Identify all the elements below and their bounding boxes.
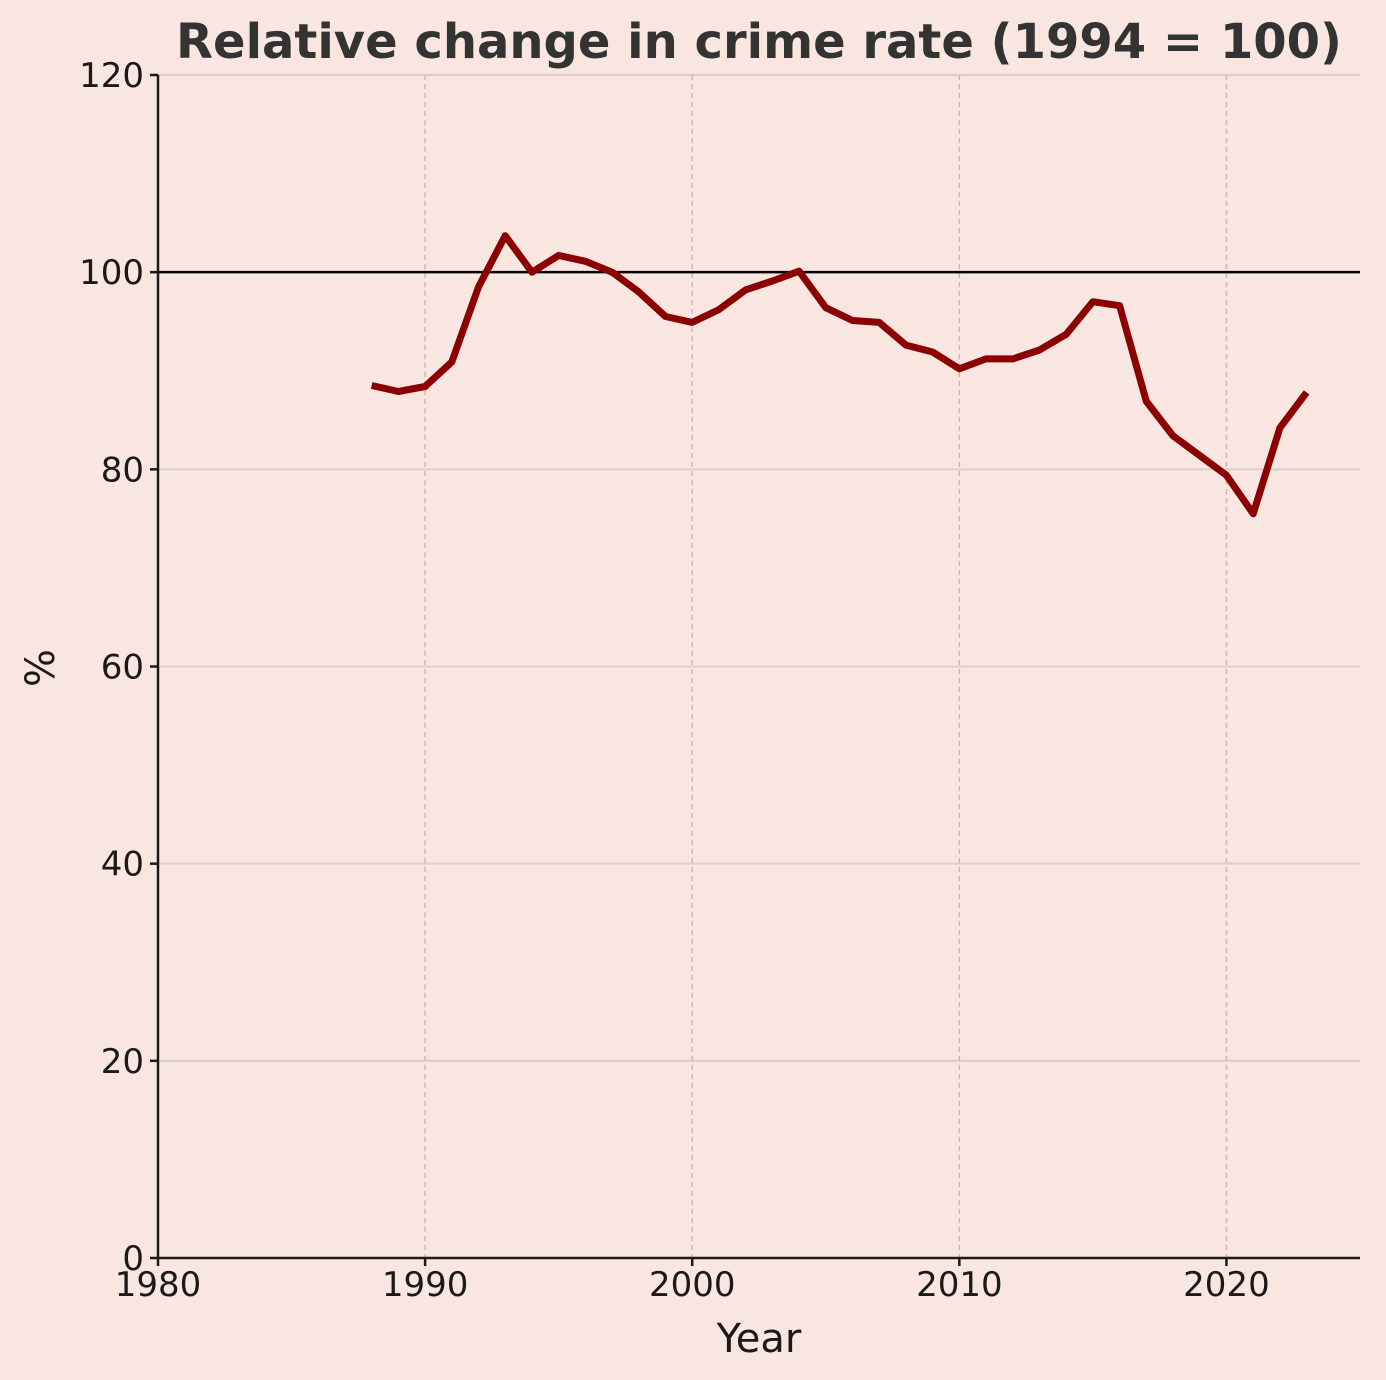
y-tick-label: 100 [79,253,144,293]
series-layer [370,232,1310,518]
y-tick-label: 20 [101,1042,144,1082]
y-axis-title: % [18,649,64,687]
y-tick-label: 0 [122,1239,144,1279]
chart-title: Relative change in crime rate (1994 = 10… [176,14,1342,70]
ticks-layer: 0 20 40 60 80 100 120 1980 1990 2000 2010 2020 [79,56,1270,1305]
x-axis-title: Year [716,1316,802,1362]
x-tick-label: 2000 [649,1265,736,1305]
y-tick-label: 40 [101,845,144,885]
series-line-0 [370,232,1310,518]
y-tick-label: 120 [79,56,144,96]
x-tick-label: 2020 [1183,1265,1270,1305]
y-tick-label: 60 [101,648,144,688]
y-tick-label: 80 [101,450,144,490]
x-tick-label: 2010 [916,1265,1003,1305]
x-tick-label: 1990 [382,1265,469,1305]
x-tick-label: 1980 [115,1265,202,1305]
grid-layer [158,74,1360,1258]
